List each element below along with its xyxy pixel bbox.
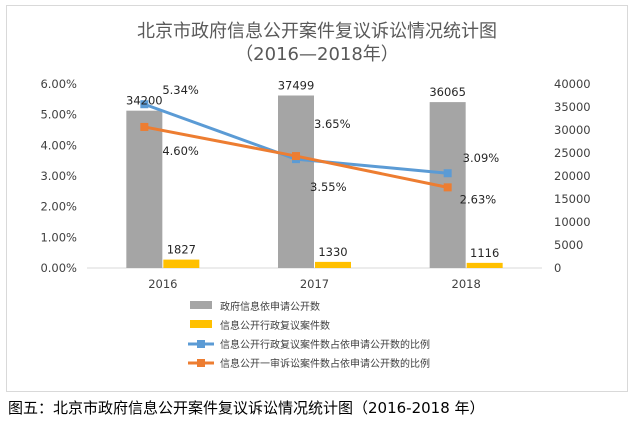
line-data-label: 5.34% [162,83,199,97]
legend-label: 信息公开行政复议案件数 [220,319,330,332]
line-data-label: 4.60% [162,144,199,158]
bar [466,262,503,268]
bar [315,261,351,268]
line-marker [292,152,300,161]
right-tick-label: 40000 [554,77,591,91]
legend-label: 信息公开行政复议案件数占依申请公开数的比例 [220,338,430,351]
right-tick-label: 20000 [554,169,591,183]
right-tick-label: 25000 [554,146,591,160]
lines [140,100,452,192]
line-marker [140,100,149,109]
legend-label: 信息公开一审诉讼案件数占依申请公开数的比例 [220,357,430,370]
x-tick-label: 2016 [148,277,177,291]
chart: 北京市政府信息公开案件复议诉讼情况统计图 （2016—2018年） 0.00% 1… [40,21,591,370]
x-tick-label: 2017 [300,277,329,291]
legend-marker [197,340,205,348]
line-marker [140,122,149,131]
right-tick-label: 35000 [554,100,591,114]
chart-subtitle: （2016—2018年） [235,44,399,65]
right-tick-label: 0 [554,261,561,275]
bar-data-label: 34200 [126,94,163,108]
left-tick-label: 0.00% [40,261,77,275]
left-tick-label: 3.00% [40,169,77,183]
chart-title: 北京市政府信息公开案件复议诉讼情况统计图 [137,21,497,42]
bar-data-label: 1827 [167,243,196,257]
left-tick-label: 4.00% [40,138,77,152]
legend: 政府信息依申请公开数信息公开行政复议案件数信息公开行政复议案件数占依申请公开数的… [188,300,430,370]
left-tick-label: 5.00% [40,108,77,122]
line-marker [443,183,452,192]
right-tick-label: 15000 [554,192,591,206]
line-data-label: 2.63% [460,192,497,206]
bar-data-label: 1116 [470,246,499,260]
x-tick-label: 2018 [452,277,481,291]
line-data-label: 3.55% [310,180,347,194]
legend-swatch [190,320,212,328]
legend-marker [197,359,205,367]
bar-data-label: 1330 [318,245,347,259]
right-tick-label: 5000 [554,238,583,252]
right-axis: 0 5000 10000 15000 20000 25000 30000 35000 40000 [554,77,591,275]
line-data-label: 3.09% [463,151,500,165]
bar [126,110,163,269]
left-tick-label: 1.00% [40,230,77,244]
legend-label: 政府信息依申请公开数 [220,300,320,313]
bar [163,259,200,268]
left-tick-label: 2.00% [40,200,77,214]
line-data-label: 3.65% [314,117,351,131]
bar [278,95,314,268]
line-marker [443,169,452,178]
x-axis: 2016 2017 2018 [148,277,481,291]
right-tick-label: 30000 [554,123,591,137]
data-labels: 34200 37499 36065 1827 1330 1116 5.34% 3.55% 3.0… [126,79,499,260]
chart-frame: 北京市政府信息公开案件复议诉讼情况统计图 （2016—2018年） 0.00% 1… [6,5,628,392]
figure-caption: 图五：北京市政府信息公开案件复议诉讼情况统计图（2016-2018 年） [8,399,485,417]
left-axis: 0.00% 1.00% 2.00% 3.00% 4.00% 5.00% 6.00% [40,77,77,275]
bar-data-label: 36065 [429,85,466,99]
bar-data-label: 37499 [278,79,315,93]
left-tick-label: 6.00% [40,77,77,91]
legend-swatch [190,301,212,309]
right-tick-label: 10000 [554,215,591,229]
